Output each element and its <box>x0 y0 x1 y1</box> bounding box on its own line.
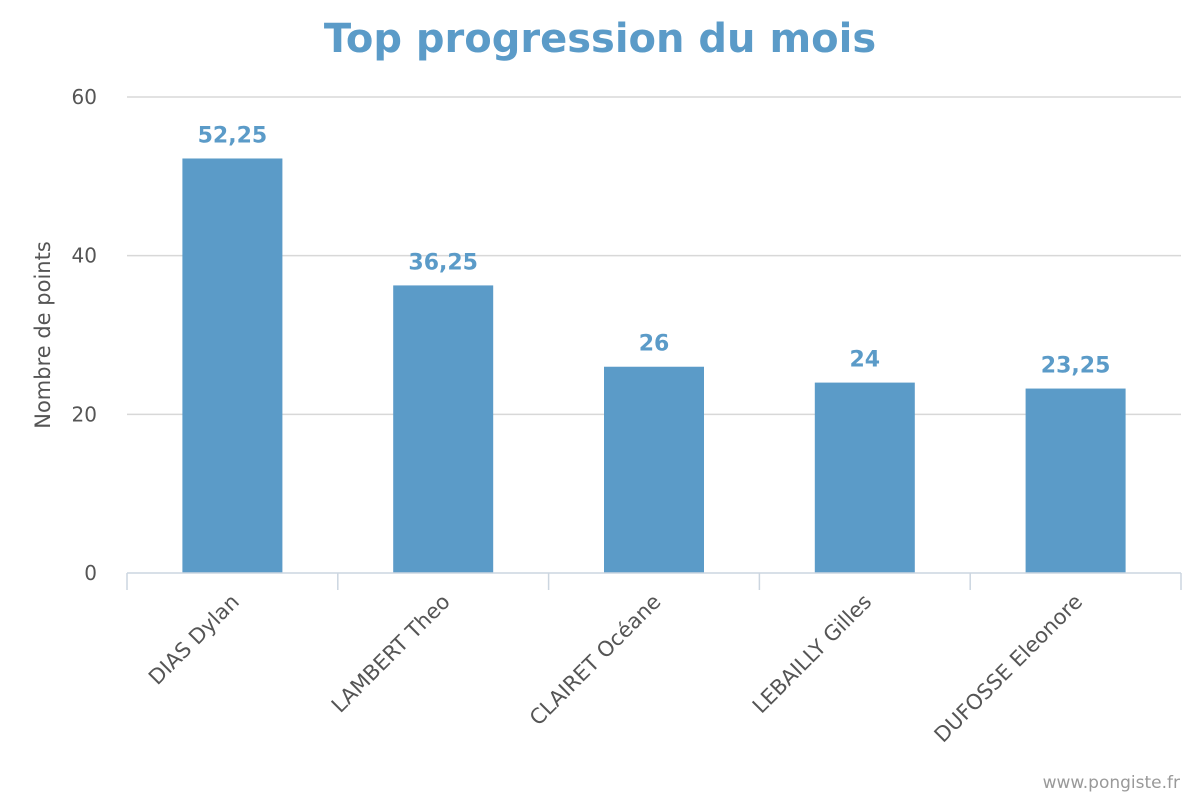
x-tick-label: LAMBERT Theo <box>327 590 455 718</box>
bar[interactable] <box>604 366 704 573</box>
y-tick-label: 0 <box>84 561 97 585</box>
data-labels: 52,25 36,25 26 24 23,25 <box>198 123 1111 378</box>
credit-link[interactable]: www.pongiste.fr <box>1043 773 1180 793</box>
y-tick-label: 40 <box>72 244 97 268</box>
x-tick-label: CLAIRET Océane <box>525 590 666 731</box>
bars <box>182 158 1126 573</box>
x-tick-label: DIAS Dylan <box>144 590 244 690</box>
chart-title: Top progression du mois <box>324 16 876 62</box>
bar[interactable] <box>182 158 283 573</box>
bar[interactable] <box>1025 388 1126 573</box>
x-axis-labels: DIAS Dylan LAMBERT Theo CLAIRET Océane LEBA… <box>144 590 1087 748</box>
data-label: 24 <box>849 348 880 373</box>
data-label: 36,25 <box>408 250 478 275</box>
data-label: 26 <box>639 332 670 357</box>
x-tick-label: DUFOSSE Eleonore <box>930 590 1088 748</box>
y-tick-label: 60 <box>72 85 97 109</box>
data-label: 23,25 <box>1041 354 1111 379</box>
y-axis-label: Nombre de points <box>31 241 55 429</box>
x-tick-label: LEBAILLY Gilles <box>748 590 876 718</box>
y-axis-ticks: 0 20 40 60 <box>72 85 97 585</box>
data-label: 52,25 <box>198 123 268 148</box>
bar[interactable] <box>814 382 915 573</box>
y-tick-label: 20 <box>72 402 97 426</box>
x-axis-ticks <box>126 573 1182 590</box>
bar[interactable] <box>393 285 494 573</box>
